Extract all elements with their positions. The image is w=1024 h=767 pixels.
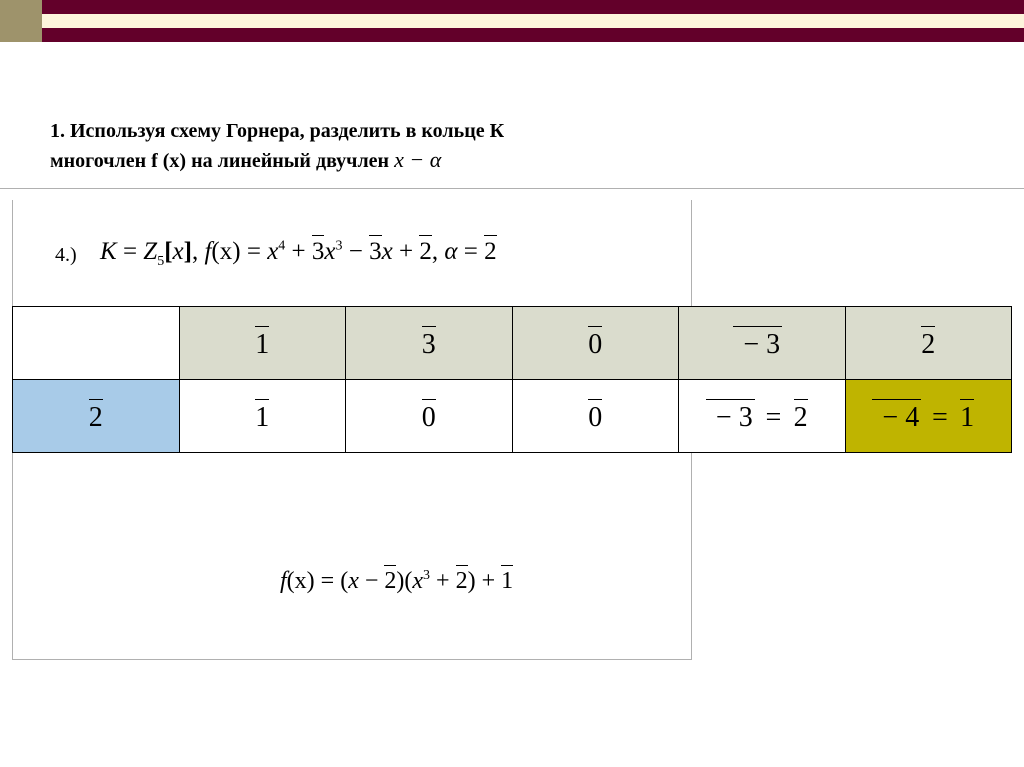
title-line1: 1. Используя схему Горнера, разделить в … — [50, 120, 504, 142]
title-line2-prefix: многочлен f (x) на линейный двучлен — [50, 150, 394, 172]
result-cell: − 3 = 2 — [679, 380, 846, 453]
coef-cell: 3 — [346, 307, 513, 380]
title-expression: x − α — [394, 147, 441, 172]
item-formula: K = Z5[x], f(x) = x4 + 3x3 − 3x + 2, α =… — [100, 235, 497, 270]
alpha-cell: 2 — [13, 380, 180, 453]
result-cell: 0 — [512, 380, 679, 453]
header-band-bot — [0, 28, 1024, 42]
result-cell: 1 — [179, 380, 346, 453]
header-band-mid — [0, 14, 1024, 28]
header-band-top — [0, 0, 1024, 14]
table-row: 2 1 0 0 − 3 = 2 − 4 = 1 — [13, 380, 1012, 453]
slide-title: 1. Используя схему Горнера, разделить в … — [50, 118, 750, 175]
title-underline — [0, 188, 1024, 189]
coef-cell: − 3 — [679, 307, 846, 380]
result-cell: 0 — [346, 380, 513, 453]
horner-table: 1 3 0 − 3 2 2 1 0 0 − 3 = 2 − 4 = 1 — [12, 306, 1012, 453]
coef-cell: 2 — [845, 307, 1012, 380]
coef-cell: 0 — [512, 307, 679, 380]
item-number: 4.) — [55, 244, 77, 267]
result-formula: f(x) = (x − 2)(x3 + 2) + 1 — [280, 565, 513, 595]
table-row: 1 3 0 − 3 2 — [13, 307, 1012, 380]
remainder-cell: − 4 = 1 — [845, 380, 1012, 453]
cell-blank — [13, 307, 180, 380]
coef-cell: 1 — [179, 307, 346, 380]
header-corner-box — [0, 0, 42, 42]
